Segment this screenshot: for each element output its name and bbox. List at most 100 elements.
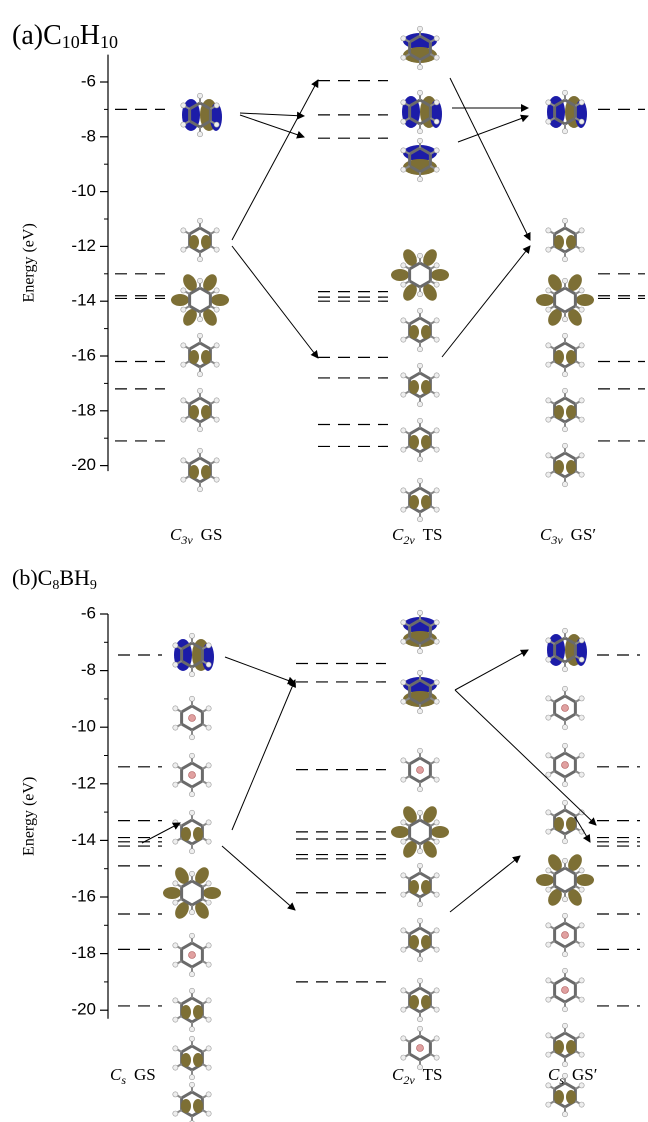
y-tick-label: -10 bbox=[71, 181, 96, 200]
title-text: H bbox=[80, 20, 100, 51]
hydrogen bbox=[579, 1102, 584, 1107]
hydrogen bbox=[206, 820, 211, 825]
hydrogen bbox=[417, 748, 422, 753]
hydrogen bbox=[546, 753, 551, 758]
hydrogen bbox=[579, 923, 584, 928]
lobe bbox=[181, 827, 191, 841]
hydrogen bbox=[206, 643, 211, 648]
hydrogen bbox=[401, 447, 406, 452]
orbital-picture bbox=[401, 418, 439, 462]
hydrogen bbox=[417, 177, 422, 182]
hydrogen bbox=[206, 1017, 211, 1022]
hydrogen bbox=[546, 362, 551, 367]
hydrogen bbox=[562, 952, 567, 957]
hydrogen bbox=[417, 253, 422, 258]
ring bbox=[555, 868, 576, 892]
hydrogen bbox=[579, 638, 584, 643]
title-subscript: 10 bbox=[100, 32, 118, 52]
y-tick-label: -6 bbox=[81, 603, 96, 622]
y-tick-label: -12 bbox=[71, 773, 96, 792]
y-tick-label: -14 bbox=[71, 830, 96, 849]
hydrogen bbox=[546, 119, 551, 124]
hydrogen bbox=[562, 686, 567, 691]
hydrogen bbox=[401, 820, 406, 825]
hydrogen bbox=[189, 933, 194, 938]
hydrogen bbox=[434, 947, 439, 952]
orbital-picture bbox=[546, 388, 584, 432]
hydrogen bbox=[401, 148, 406, 153]
lobe bbox=[554, 1090, 564, 1104]
hydrogen bbox=[562, 427, 567, 432]
hydrogen bbox=[562, 1023, 567, 1028]
label-symbol: C bbox=[540, 525, 552, 544]
lobe bbox=[409, 495, 419, 509]
hydrogen bbox=[189, 633, 194, 638]
lobe bbox=[566, 460, 576, 474]
hydrogen bbox=[417, 478, 422, 483]
hydrogen bbox=[562, 1062, 567, 1067]
hydrogen bbox=[417, 849, 422, 854]
hydrogen bbox=[214, 103, 219, 108]
hydrogen bbox=[401, 777, 406, 782]
lobe bbox=[536, 294, 554, 306]
hydrogen bbox=[417, 138, 422, 143]
hydrogen bbox=[417, 1017, 422, 1022]
hydrogen bbox=[579, 288, 584, 293]
hydrogen bbox=[434, 680, 439, 685]
boron bbox=[189, 715, 196, 722]
lobe bbox=[201, 465, 211, 479]
hydrogen bbox=[197, 257, 202, 262]
column-label: C3vGS′ bbox=[540, 525, 596, 547]
hydrogen bbox=[579, 307, 584, 312]
hydrogen bbox=[417, 918, 422, 923]
y-tick-label: -16 bbox=[71, 345, 96, 364]
hydrogen bbox=[401, 488, 406, 493]
hydrogen bbox=[197, 93, 202, 98]
hydrogen bbox=[417, 787, 422, 792]
hydrogen bbox=[181, 417, 186, 422]
y-axis-label: Energy (eV) bbox=[21, 777, 38, 856]
orbital-picture bbox=[401, 26, 439, 70]
orbital-picture bbox=[171, 272, 229, 328]
lobe bbox=[421, 880, 431, 894]
hydrogen bbox=[546, 100, 551, 105]
lobe bbox=[409, 435, 419, 449]
orbital-picture bbox=[546, 333, 584, 377]
hydrogen bbox=[562, 257, 567, 262]
orbital-picture bbox=[546, 90, 587, 134]
hydrogen bbox=[562, 278, 567, 283]
hydrogen bbox=[173, 900, 178, 905]
hydrogen bbox=[173, 662, 178, 667]
hydrogen bbox=[401, 1036, 406, 1041]
hydrogen bbox=[417, 957, 422, 962]
orbital-picture bbox=[401, 90, 442, 134]
hydrogen bbox=[214, 288, 219, 293]
hydrogen bbox=[579, 398, 584, 403]
hydrogen bbox=[546, 978, 551, 983]
hydrogen bbox=[579, 887, 584, 892]
hydrogen bbox=[401, 100, 406, 105]
orbital-picture bbox=[546, 1023, 584, 1067]
hydrogen bbox=[173, 782, 178, 787]
ring bbox=[410, 820, 431, 844]
lobe bbox=[189, 350, 199, 364]
hydrogen bbox=[562, 628, 567, 633]
lobe bbox=[576, 294, 594, 306]
hydrogen bbox=[206, 1092, 211, 1097]
hydrogen bbox=[206, 1111, 211, 1116]
hydrogen bbox=[214, 307, 219, 312]
label-symbol: C bbox=[392, 525, 404, 544]
hydrogen bbox=[189, 1082, 194, 1087]
lobe bbox=[566, 235, 576, 249]
y-tick-label: -12 bbox=[71, 236, 96, 255]
hydrogen bbox=[434, 639, 439, 644]
hydrogen bbox=[214, 417, 219, 422]
label-symbol: C bbox=[548, 1065, 560, 1084]
hydrogen bbox=[434, 428, 439, 433]
hydrogen bbox=[417, 709, 422, 714]
lobe bbox=[421, 995, 431, 1009]
label-subscript: 2v bbox=[403, 533, 415, 547]
boron bbox=[562, 762, 569, 769]
hydrogen bbox=[197, 333, 202, 338]
label-subscript: 2v bbox=[403, 1073, 415, 1087]
